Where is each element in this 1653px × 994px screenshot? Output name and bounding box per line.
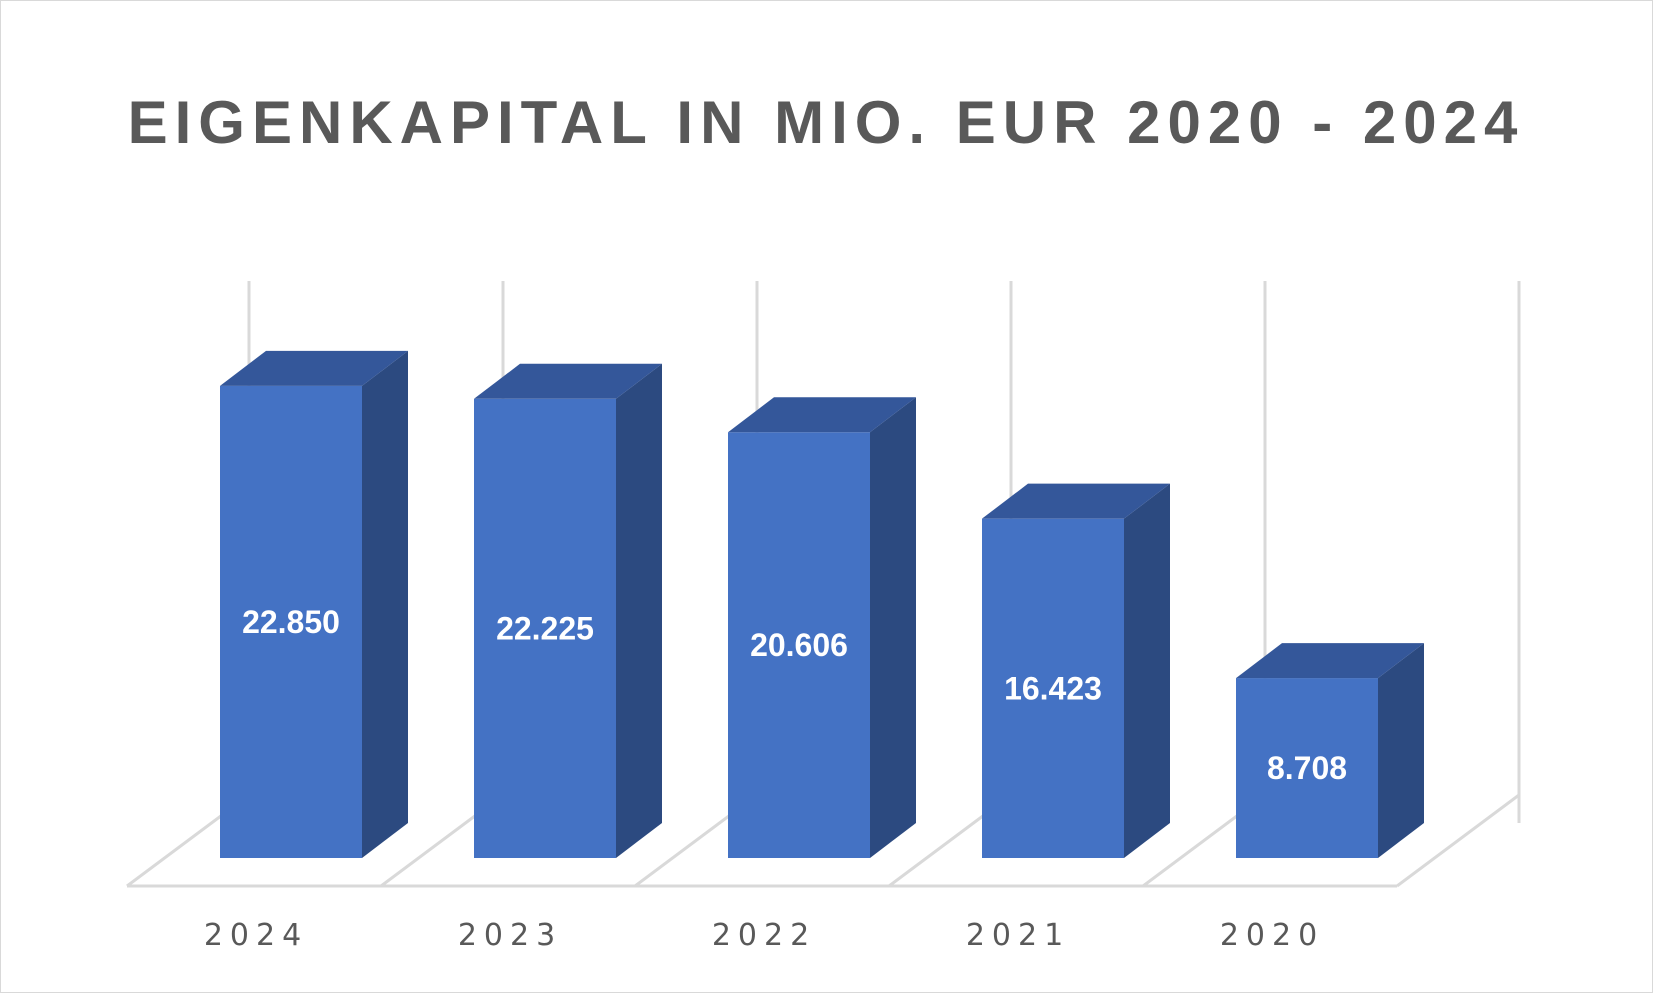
bar-top-2020: [1236, 643, 1424, 679]
bar-side-2024: [362, 350, 408, 858]
bars: [220, 350, 1424, 858]
chart-title: EIGENKAPITAL IN MIO. EUR 2020 - 2024: [127, 89, 1525, 156]
tick-label-2021: 2021: [966, 918, 1070, 953]
bar-side-2022: [870, 397, 916, 858]
bar-side-2020: [1378, 643, 1424, 858]
bar-front-2023: [474, 398, 616, 858]
data-label-2024: 22.850: [242, 604, 340, 640]
data-label-2022: 20.606: [750, 627, 848, 663]
data-label-2020: 8.708: [1267, 750, 1347, 786]
floor-gridline: [1396, 793, 1520, 888]
tick-label-2020: 2020: [1220, 918, 1324, 953]
bar-side-2021: [1124, 483, 1170, 858]
bar-front-2022: [728, 432, 870, 858]
bar-top-2021: [982, 483, 1170, 519]
tick-label-2023: 2023: [458, 918, 562, 953]
bar-top-2022: [728, 397, 916, 433]
bar-front-2020: [1236, 678, 1378, 858]
bar-top-2024: [220, 350, 408, 386]
bar-front-2021: [982, 518, 1124, 858]
bar-side-2023: [616, 363, 662, 858]
tick-label-2022: 2022: [712, 918, 816, 953]
tick-label-2024: 2024: [204, 918, 308, 953]
labels: 22.850 2024 22.225 2023 20.606 2022 16.423 2021…: [204, 604, 1347, 953]
data-label-2021: 16.423: [1004, 670, 1102, 706]
bar-front-2024: [220, 385, 362, 858]
bar-top-2023: [474, 363, 662, 399]
data-label-2023: 22.225: [496, 610, 594, 646]
